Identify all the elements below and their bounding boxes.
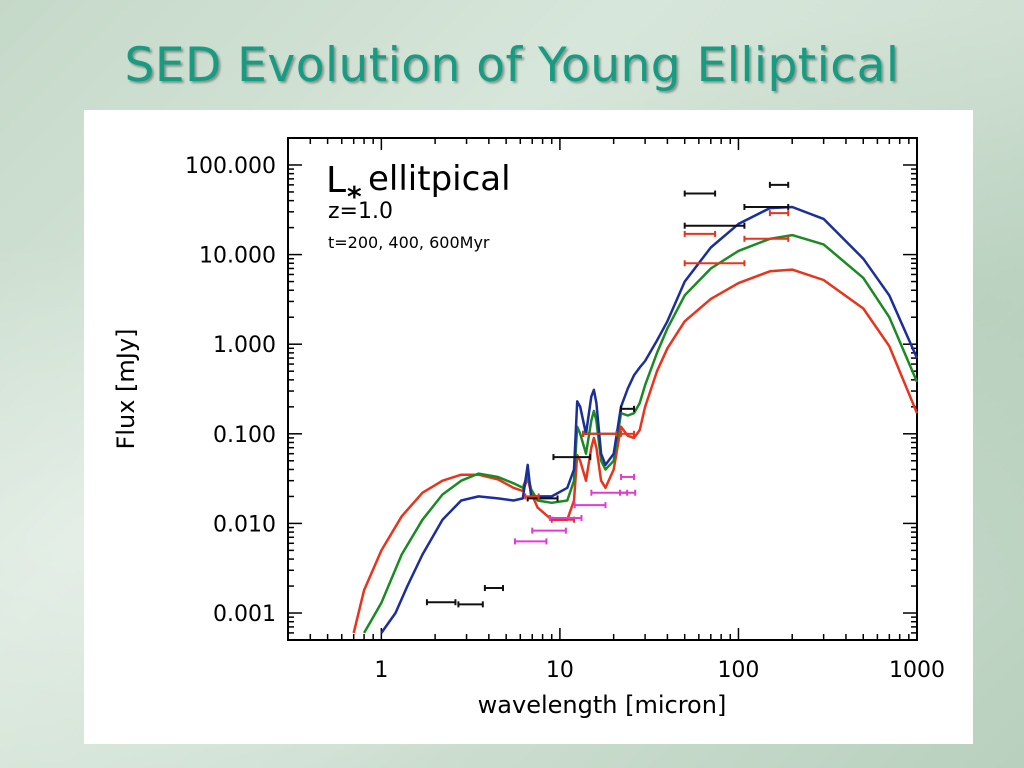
y-tick-label: 1.000 xyxy=(213,333,276,358)
series-line-2 xyxy=(363,233,919,634)
error-bar xyxy=(573,502,607,509)
y-tick-label: 0.001 xyxy=(213,602,276,627)
error-bar xyxy=(552,454,592,461)
plot-frame xyxy=(287,137,918,641)
error-bar-layer xyxy=(425,181,790,608)
y-tick-label: 10.000 xyxy=(199,244,276,269)
y-tick-label: 100.000 xyxy=(185,154,276,179)
error-bar xyxy=(620,405,635,412)
error-bar xyxy=(683,190,717,197)
error-bar xyxy=(768,210,790,217)
error-bar xyxy=(620,473,635,480)
x-tick-label: 10 xyxy=(546,658,574,683)
error-bar xyxy=(683,230,717,237)
slide-title: SED Evolution of Young Elliptical xyxy=(124,38,900,93)
error-bar xyxy=(457,601,484,608)
error-bar xyxy=(683,222,746,229)
y-tick-label: 0.010 xyxy=(213,512,276,537)
x-tick-label: 1 xyxy=(374,658,388,683)
error-bar xyxy=(620,430,635,437)
figure-panel: 1 10 100 1000 0.001 0.010 0.100 1.000 10.000 100.… xyxy=(84,110,973,744)
annotation-ellitpical: ellitpical xyxy=(368,159,511,199)
annotation-l-star: L xyxy=(326,160,346,201)
error-bar xyxy=(483,585,504,592)
error-bar xyxy=(743,235,790,242)
series-line-3 xyxy=(380,205,919,634)
annotation-ages: t=200, 400, 600Myr xyxy=(328,233,490,252)
error-bar xyxy=(513,538,548,545)
x-tick-label: 1000 xyxy=(889,658,945,683)
sed-chart: 1 10 100 1000 0.001 0.010 0.100 1.000 10.000 100.… xyxy=(112,137,945,719)
y-axis-label: Flux [mJy] xyxy=(112,329,140,450)
x-tick-label: 100 xyxy=(717,658,759,683)
error-bar xyxy=(618,489,637,496)
error-bar xyxy=(425,599,457,606)
annotation-redshift: z=1.0 xyxy=(328,199,393,224)
y-tick-label: 0.100 xyxy=(213,423,276,448)
x-axis-label: wavelength [micron] xyxy=(478,691,727,719)
error-bar xyxy=(548,514,583,521)
error-bar xyxy=(768,181,790,188)
error-bar xyxy=(582,430,618,437)
error-bar xyxy=(524,493,540,500)
error-bar xyxy=(531,527,567,534)
error-bar xyxy=(743,203,790,210)
series-layer xyxy=(352,205,919,634)
axis-ticks: 1 10 100 1000 0.001 0.010 0.100 1.000 10.000 100.… xyxy=(185,137,945,683)
error-bar xyxy=(683,260,746,267)
series-line-1 xyxy=(352,268,919,634)
annotation-star-subscript: * xyxy=(347,180,362,213)
